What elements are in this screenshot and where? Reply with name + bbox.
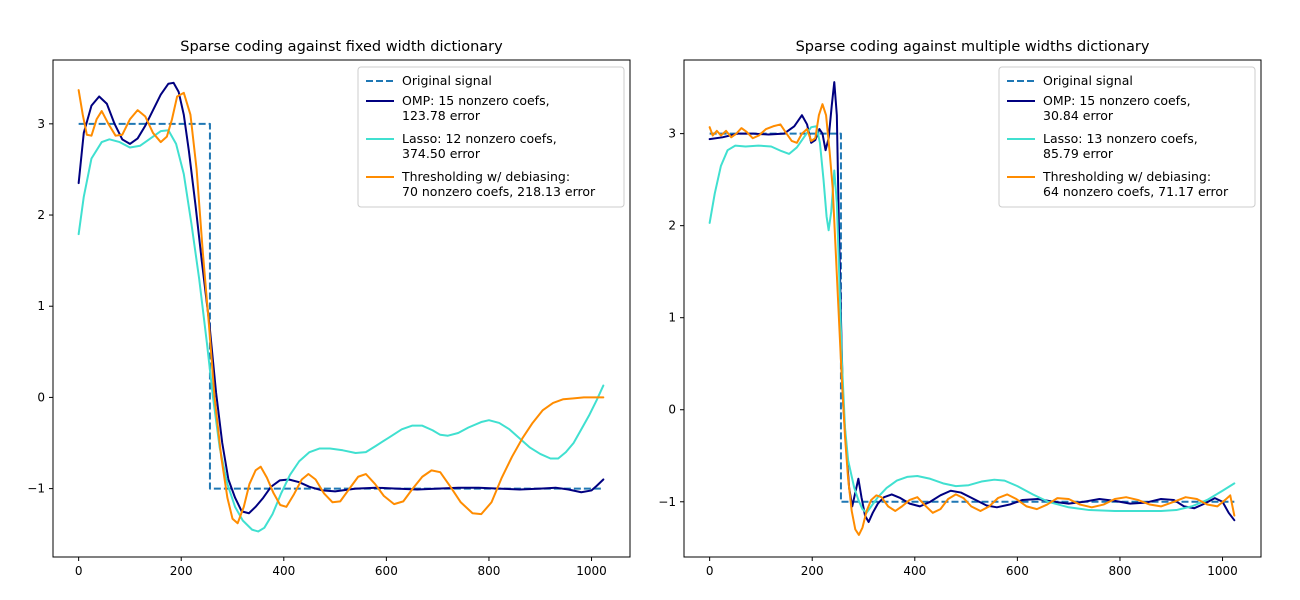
- legend-label-lasso: Lasso: 12 nonzero coefs, 374.50 error: [402, 131, 557, 161]
- y-tick-label: 2: [37, 208, 45, 222]
- y-tick-label: −1: [27, 482, 45, 496]
- x-tick-label: 1000: [576, 564, 607, 578]
- series-line-lasso: [708, 125, 1236, 514]
- series-line-omp: [77, 81, 605, 515]
- x-tick-label: 600: [1006, 564, 1029, 578]
- legend-label-thresholding: Thresholding w/ debiasing: 64 nonzero coe…: [1042, 169, 1229, 199]
- y-tick-label: 3: [668, 127, 676, 141]
- legend-box: [357, 66, 625, 208]
- legend-label-omp: OMP: 15 nonzero coefs, 123.78 error: [402, 93, 550, 123]
- y-tick-label: 0: [37, 390, 45, 404]
- y-tick-label: 1: [37, 299, 45, 313]
- x-tick-label: 800: [1109, 564, 1132, 578]
- legend-label-original-signal: Original signal: [1043, 73, 1133, 88]
- legend: Original signal OMP: 15 nonzero coefs, 123…: [357, 66, 625, 208]
- x-tick-label: 200: [170, 564, 193, 578]
- legend-label-lasso: Lasso: 13 nonzero coefs, 85.79 error: [1043, 131, 1198, 161]
- chart-multiple-widths: Sparse coding against multiple widths di…: [658, 39, 1262, 578]
- y-tick-label: −1: [658, 495, 676, 509]
- series-line-thresholding: [708, 103, 1236, 536]
- axes-frame: [52, 59, 631, 558]
- x-tick-label: 400: [272, 564, 295, 578]
- x-tick-label: 600: [375, 564, 398, 578]
- series-line-thresholding: [77, 89, 605, 525]
- chart-fixed-width: Sparse coding against fixed width dictio…: [27, 39, 631, 578]
- axes-frame: [683, 59, 1262, 558]
- x-tick-label: 1000: [1207, 564, 1238, 578]
- y-tick-label: 1: [668, 311, 676, 325]
- x-tick-label: 800: [478, 564, 501, 578]
- x-tick-label: 400: [903, 564, 926, 578]
- legend-label-thresholding: Thresholding w/ debiasing: 70 nonzero coe…: [401, 169, 596, 199]
- y-tick-label: 0: [668, 403, 676, 417]
- y-tick-label: 3: [37, 117, 45, 131]
- x-tick-label: 0: [75, 564, 83, 578]
- legend-box: [998, 66, 1256, 208]
- legend: Original signal OMP: 15 nonzero coefs, 30.…: [998, 66, 1256, 208]
- x-tick-label: 200: [801, 564, 824, 578]
- chart-title: Sparse coding against fixed width dictio…: [180, 39, 503, 55]
- legend-label-original-signal: Original signal: [402, 73, 492, 88]
- chart-title: Sparse coding against multiple widths di…: [796, 39, 1150, 55]
- y-tick-label: 2: [668, 219, 676, 233]
- legend-label-omp: OMP: 15 nonzero coefs, 30.84 error: [1043, 93, 1191, 123]
- series-line-lasso: [77, 129, 605, 533]
- x-tick-label: 0: [706, 564, 714, 578]
